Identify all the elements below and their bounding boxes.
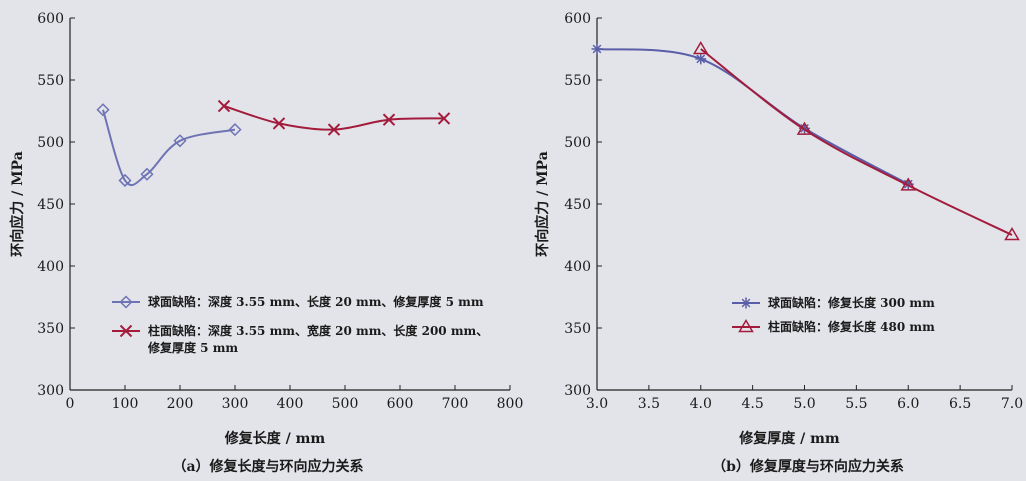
y-axis-label: 环向应力 / MPa	[534, 151, 551, 257]
x-tick-label: 3.0	[586, 396, 608, 412]
data-point-asterisk	[591, 43, 603, 55]
data-point-x-stroke	[382, 113, 396, 126]
data-point-x	[437, 112, 451, 125]
legend-label: 球面缺陷：深度 3.55 mm、长度 20 mm、修复厚度 5 mm	[148, 294, 484, 309]
y-tick-label: 400	[564, 259, 591, 275]
y-tick-label: 600	[37, 11, 64, 27]
legend-marker-asterisk	[740, 297, 752, 309]
y-axis-label: 环向应力 / MPa	[9, 151, 26, 257]
data-point-x	[217, 99, 231, 113]
data-point-diamond	[118, 173, 132, 188]
legend-marker-x	[119, 324, 133, 338]
x-tick-label: 6.5	[949, 396, 971, 412]
data-point-diamond	[228, 123, 242, 137]
legend-label-line: 修复厚度 5 mm	[147, 340, 238, 355]
data-point-asterisk	[695, 53, 707, 65]
x-tick-label: 5.5	[845, 396, 867, 412]
data-point-x-stroke	[217, 99, 231, 113]
series-line-x	[223, 105, 445, 131]
data-point-x-stroke	[437, 112, 451, 125]
y-tick-label: 550	[37, 73, 64, 89]
data-point-diamond	[173, 134, 187, 148]
panel-caption: （a）修复长度与环向应力关系	[172, 458, 363, 475]
legend-marker-triangle	[738, 319, 754, 333]
data-point-x	[382, 113, 396, 126]
x-tick-label: 5.0	[793, 396, 815, 412]
x-axis-label: 修复长度 / mm	[224, 430, 326, 447]
data-point-triangle	[1004, 227, 1020, 241]
y-tick-label: 600	[564, 11, 591, 27]
y-tick-label: 450	[37, 197, 64, 213]
x-tick-label: 6.0	[897, 396, 919, 412]
panel-caption: （b）修复厚度与环向应力关系	[712, 458, 904, 475]
series-line-diamond	[102, 109, 236, 186]
data-point-x-stroke	[327, 123, 341, 136]
x-tick-label: 400	[277, 396, 304, 412]
legend-label: 球面缺陷：修复长度 300 mm	[768, 295, 935, 310]
x-tick-label: 800	[497, 396, 524, 412]
legend-label-line: 柱面缺陷：深度 3.55 mm、宽度 20 mm、长度 200 mm、	[148, 323, 488, 338]
x-tick-label: 4.0	[690, 396, 712, 412]
data-point-x-stroke	[272, 117, 286, 130]
x-tick-label: 600	[387, 396, 414, 412]
x-tick-label: 4.5	[741, 396, 763, 412]
y-tick-label: 500	[564, 135, 591, 151]
x-tick-label: 500	[332, 396, 359, 412]
data-point-triangle	[796, 121, 813, 135]
legend: 球面缺陷：修复长度 300 mm 柱面缺陷：修复长度 480 mm	[732, 295, 935, 334]
data-point-triangle	[900, 177, 917, 191]
legend-marker-diamond	[119, 295, 133, 309]
data-point-diamond	[140, 167, 154, 181]
x-tick-label: 0	[66, 396, 75, 412]
y-tick-label: 300	[564, 383, 591, 399]
chart-panel-b: 300 350 400 450 500 550 600 3.0 3.5 4.0 4.5 5.0 5.5 6…	[534, 11, 1023, 475]
x-tick-label: 300	[222, 396, 249, 412]
data-point-x	[327, 123, 341, 136]
data-point-triangle	[692, 41, 709, 55]
legend-label: 柱面缺陷：深度 3.55 mm、宽度 20 mm、长度 200 mm、修复厚度 …	[147, 323, 488, 355]
y-tick-label: 350	[37, 321, 64, 337]
x-tick-label: 700	[442, 396, 469, 412]
series-line-asterisk	[596, 48, 909, 186]
x-tick-label: 100	[112, 396, 139, 412]
legend-label: 柱面缺陷：修复长度 480 mm	[768, 319, 935, 334]
x-tick-label: 3.5	[638, 396, 660, 412]
y-tick-label: 300	[37, 383, 64, 399]
data-point-diamond	[96, 103, 110, 117]
y-tick-label: 450	[564, 197, 591, 213]
y-tick-label: 350	[564, 321, 591, 337]
x-tick-label: 200	[167, 396, 194, 412]
legend-marker-x-stroke	[119, 324, 133, 338]
series-line-triangle	[700, 48, 1013, 236]
x-tick-label: 7.0	[1001, 396, 1023, 412]
x-axis-label: 修复厚度 / mm	[738, 430, 840, 447]
y-tick-label: 550	[564, 73, 591, 89]
legend: 球面缺陷：深度 3.55 mm、长度 20 mm、修复厚度 5 mm 柱面缺陷：深…	[112, 294, 488, 355]
y-tick-label: 400	[37, 259, 64, 275]
data-point-x	[272, 117, 286, 130]
chart-panel-a: 300 350 400 450 500 550 600 0 100 200 300 400 500 600…	[9, 11, 523, 475]
y-tick-label: 500	[37, 135, 64, 151]
